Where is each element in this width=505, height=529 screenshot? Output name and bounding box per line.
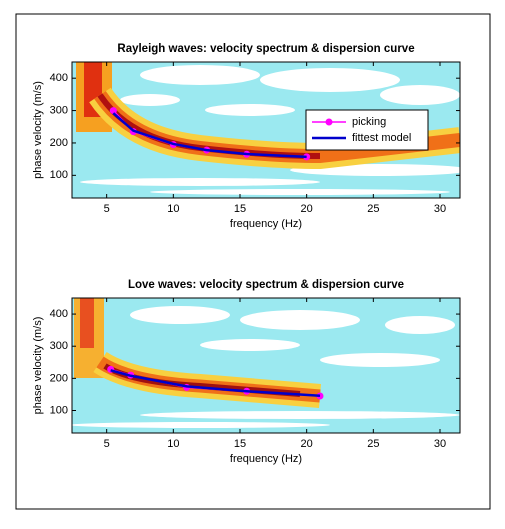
y-axis-label: phase velocity (m/s) [32,317,44,415]
x-axis-label: frequency (Hz) [230,453,302,465]
x-tick-label: 25 [367,438,379,450]
y-tick-label: 400 [50,72,68,84]
x-tick-label: 15 [234,203,246,215]
y-axis-label: phase velocity (m/s) [32,81,44,179]
x-tick-label: 5 [104,438,110,450]
x-tick-label: 10 [167,203,179,215]
x-tick-label: 20 [301,438,313,450]
legend-marker [325,118,333,126]
y-tick-label: 100 [50,404,68,416]
series-line [112,112,307,159]
legend-label: picking [352,116,386,128]
y-tick-label: 100 [50,169,68,181]
spectrum [72,298,460,433]
chart-title: Love waves: velocity spectrum & dispersi… [128,279,404,291]
axes-box [71,297,461,434]
x-tick-label: 10 [167,438,179,450]
x-tick-label: 30 [434,438,446,450]
series-line [110,369,321,397]
chart-title: Rayleigh waves: velocity spectrum & disp… [117,43,414,55]
marker [109,107,117,115]
legend-label: fittest model [352,132,411,144]
x-tick-label: 20 [301,203,313,215]
y-tick-label: 400 [50,308,68,320]
x-axis-label: frequency (Hz) [230,218,302,230]
x-tick-label: 30 [434,203,446,215]
y-tick-label: 300 [50,340,68,352]
y-tick-label: 300 [50,104,68,116]
x-tick-label: 15 [234,438,246,450]
axes-box [71,61,461,199]
legend-box [305,109,429,151]
y-tick-label: 200 [50,372,68,384]
marker [316,392,324,400]
x-tick-label: 5 [104,203,110,215]
x-tick-label: 25 [367,203,379,215]
y-tick-label: 200 [50,137,68,149]
